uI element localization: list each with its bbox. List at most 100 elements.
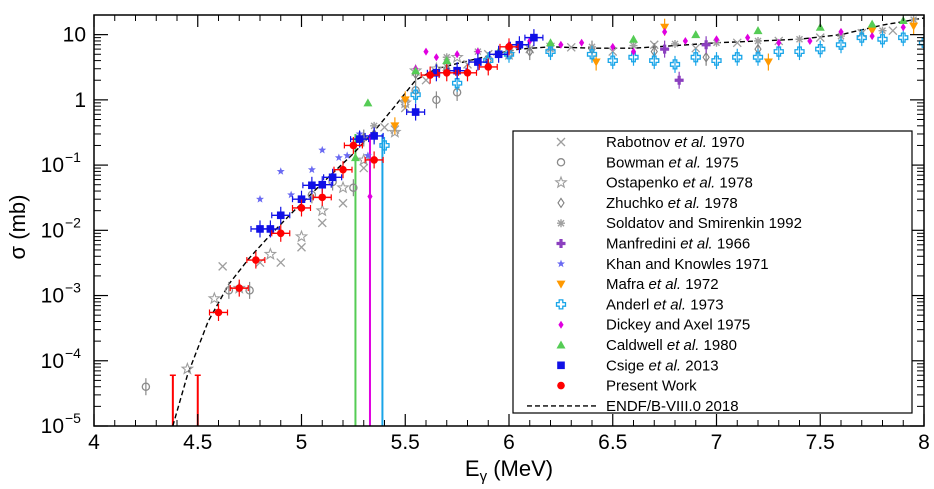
legend-marker [555, 299, 567, 310]
legend-marker [557, 259, 565, 268]
y-tick-exponent: −3 [65, 280, 81, 296]
legend-marker [557, 197, 565, 209]
legend-label-etal: et al. [667, 337, 700, 354]
data-point [526, 46, 534, 58]
legend-label-year: 1975 [701, 154, 739, 171]
data-point [711, 55, 722, 66]
x-tick-label: 5 [296, 431, 308, 454]
data-point [411, 108, 420, 116]
legend-label-name: Soldatov and Smirenkin [606, 215, 769, 232]
data-point [343, 151, 352, 159]
data-point [297, 242, 306, 252]
legend-entry: Csige et al. 2013 [557, 357, 719, 374]
legend-label: Mafra et al. 1972 [606, 276, 719, 293]
legend-marker [556, 340, 566, 349]
data-point [349, 183, 358, 192]
data-point [690, 52, 701, 63]
legend-label-year: 1966 [713, 236, 751, 253]
y-axis-title: σ (mb) [5, 195, 30, 260]
legend-label-name: Zhuchko [606, 195, 668, 212]
y-tick-label: 10 [41, 154, 64, 177]
data-point [909, 22, 919, 31]
x-tick-label: 5.5 [391, 431, 420, 454]
data-point [349, 141, 358, 150]
data-point [276, 167, 285, 175]
data-point [515, 40, 524, 49]
data-point [318, 145, 327, 154]
data-point [591, 58, 601, 67]
legend-label-year: 1992 [769, 215, 802, 232]
data-point [867, 19, 877, 28]
legend-label: Anderl et al. 1973 [606, 296, 724, 313]
legend-marker [558, 320, 564, 329]
legend-label-etal: et al. [654, 296, 687, 313]
data-point [423, 47, 429, 56]
data-point [752, 52, 764, 63]
x-axis-title-main: E [465, 456, 480, 481]
legend-marker [557, 361, 565, 370]
x-tick-label: 7 [711, 431, 723, 454]
legend-marker [554, 175, 568, 189]
legend-label-name: Present Work [606, 378, 697, 395]
data-point [355, 135, 364, 143]
data-point [546, 38, 555, 47]
legend-entry: Present Work [557, 378, 697, 395]
data-point [336, 180, 350, 194]
legend-label-name: Anderl [606, 296, 654, 313]
data-point [773, 46, 784, 57]
axis-labels: Eγ (MeV) σ (mb) [5, 195, 553, 485]
data-point [363, 98, 373, 107]
data-point [610, 42, 616, 51]
legend-label-name: Bowman [606, 154, 669, 171]
legend-entry: Soldatov and Smirenkin 1992 [557, 215, 802, 232]
legend-label-etal: et al. [680, 236, 713, 253]
legend-label-year: 2013 [681, 357, 719, 374]
data-point [566, 42, 576, 52]
data-point [442, 56, 452, 65]
legend-label-year: 1978 [715, 175, 753, 192]
legend-label: Csige et al. 2013 [606, 357, 719, 374]
legend-label-year: 1972 [681, 276, 719, 293]
data-point [218, 261, 228, 271]
x-tick-label: 6 [503, 431, 515, 454]
data-point [359, 163, 369, 173]
legend-label-year: 1980 [699, 337, 737, 354]
data-point [867, 27, 877, 36]
data-point [691, 43, 701, 53]
legend-marker [556, 239, 566, 248]
data-point [503, 49, 515, 60]
data-point [433, 53, 439, 62]
data-point [815, 43, 826, 55]
y-tick-label: 10 [41, 350, 64, 373]
data-point [505, 43, 513, 51]
data-point [207, 291, 222, 305]
data-point [357, 152, 371, 166]
legend-label-name: ENDF/B-VIII.0 2018 [606, 398, 739, 415]
data-point [442, 68, 451, 77]
data-point [754, 36, 762, 45]
data-point [530, 33, 538, 42]
data-point [315, 203, 329, 217]
data-point [629, 41, 638, 50]
data-point [807, 36, 813, 45]
data-point [252, 256, 260, 264]
data-point [869, 32, 875, 41]
data-point [579, 38, 585, 47]
data-point [682, 36, 688, 45]
data-point [815, 33, 825, 43]
legend-marker [556, 280, 566, 289]
data-point [898, 32, 909, 43]
data-point [671, 39, 679, 48]
data-point [732, 52, 743, 63]
data-point [379, 140, 390, 151]
data-point [545, 46, 556, 57]
legend-marker [556, 137, 566, 147]
data-point [795, 35, 804, 44]
x-axis-title-sub: γ [480, 468, 488, 485]
x-tick-label: 4.5 [183, 431, 212, 454]
data-point [732, 38, 742, 48]
data-point [256, 225, 264, 233]
legend-label-name: Ostapenko [606, 175, 683, 192]
data-point [370, 132, 378, 140]
data-point [494, 50, 503, 59]
